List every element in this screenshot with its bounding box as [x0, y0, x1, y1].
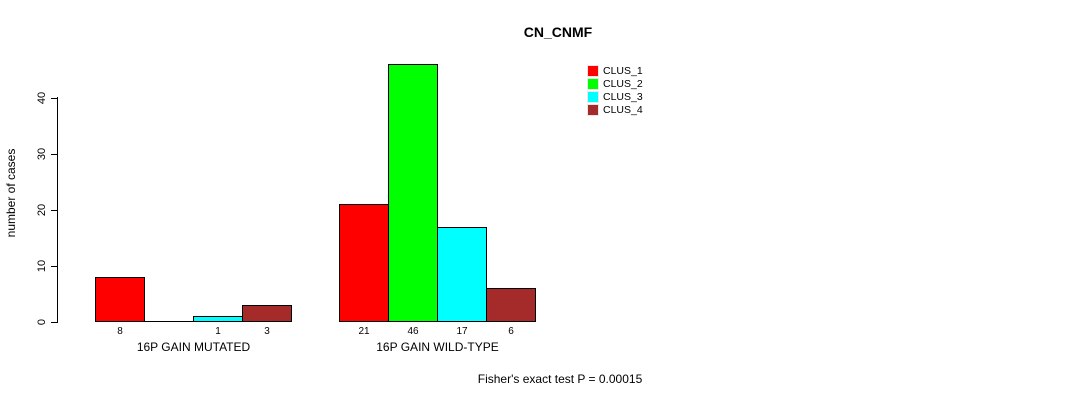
x-category-label: 16P GAIN WILD-TYPE — [376, 340, 499, 354]
fisher-test-annotation: Fisher's exact test P = 0.00015 — [477, 372, 643, 386]
y-tick-mark — [51, 321, 58, 323]
bar-value-label: 17 — [456, 326, 468, 337]
x-category-label: 16P GAIN MUTATED — [136, 340, 251, 354]
bar-clus-4-group-1 — [242, 305, 292, 322]
legend-item-clus-2: CLUS_2 — [587, 78, 643, 90]
y-tick-label: 0 — [36, 318, 48, 326]
bar-value-label: 6 — [508, 326, 514, 337]
bar-clus-4-group-2 — [486, 288, 536, 322]
bar-value-label: 3 — [264, 326, 270, 337]
legend-item-clus-1: CLUS_1 — [587, 65, 643, 77]
y-tick-label: 20 — [36, 203, 48, 217]
bar-clus-2-group-2 — [388, 64, 438, 322]
bar-value-label: 8 — [117, 326, 123, 337]
y-tick-label: 40 — [36, 91, 48, 105]
legend-label: CLUS_4 — [603, 104, 643, 116]
y-tick-mark — [51, 209, 58, 211]
bar-value-label: 1 — [215, 326, 221, 337]
legend-label: CLUS_3 — [603, 91, 643, 103]
bar-clus-3-group-1 — [193, 316, 243, 322]
legend-label: CLUS_2 — [603, 78, 643, 90]
legend-item-clus-4: CLUS_4 — [587, 104, 643, 116]
chart-title: CN_CNMF — [523, 24, 593, 40]
legend-color-swatch — [587, 78, 599, 90]
legend-color-swatch — [587, 104, 599, 116]
bar-clus-1-group-1 — [95, 277, 145, 322]
y-tick-label: 10 — [36, 259, 48, 273]
legend-item-clus-3: CLUS_3 — [587, 91, 643, 103]
legend-color-swatch — [587, 65, 599, 77]
y-tick-label: 30 — [36, 147, 48, 161]
bar-clus-3-group-2 — [437, 226, 487, 322]
bar-value-label: 21 — [358, 326, 370, 337]
legend-color-swatch — [587, 91, 599, 103]
y-tick-mark — [51, 265, 58, 267]
y-tick-mark — [51, 97, 58, 99]
legend-label: CLUS_1 — [603, 65, 643, 77]
bar-value-label: 46 — [407, 326, 419, 337]
bar-clus-1-group-2 — [339, 204, 389, 322]
legend: CLUS_1 CLUS_2 CLUS_3 CLUS_4 — [587, 65, 643, 117]
y-tick-mark — [51, 153, 58, 155]
